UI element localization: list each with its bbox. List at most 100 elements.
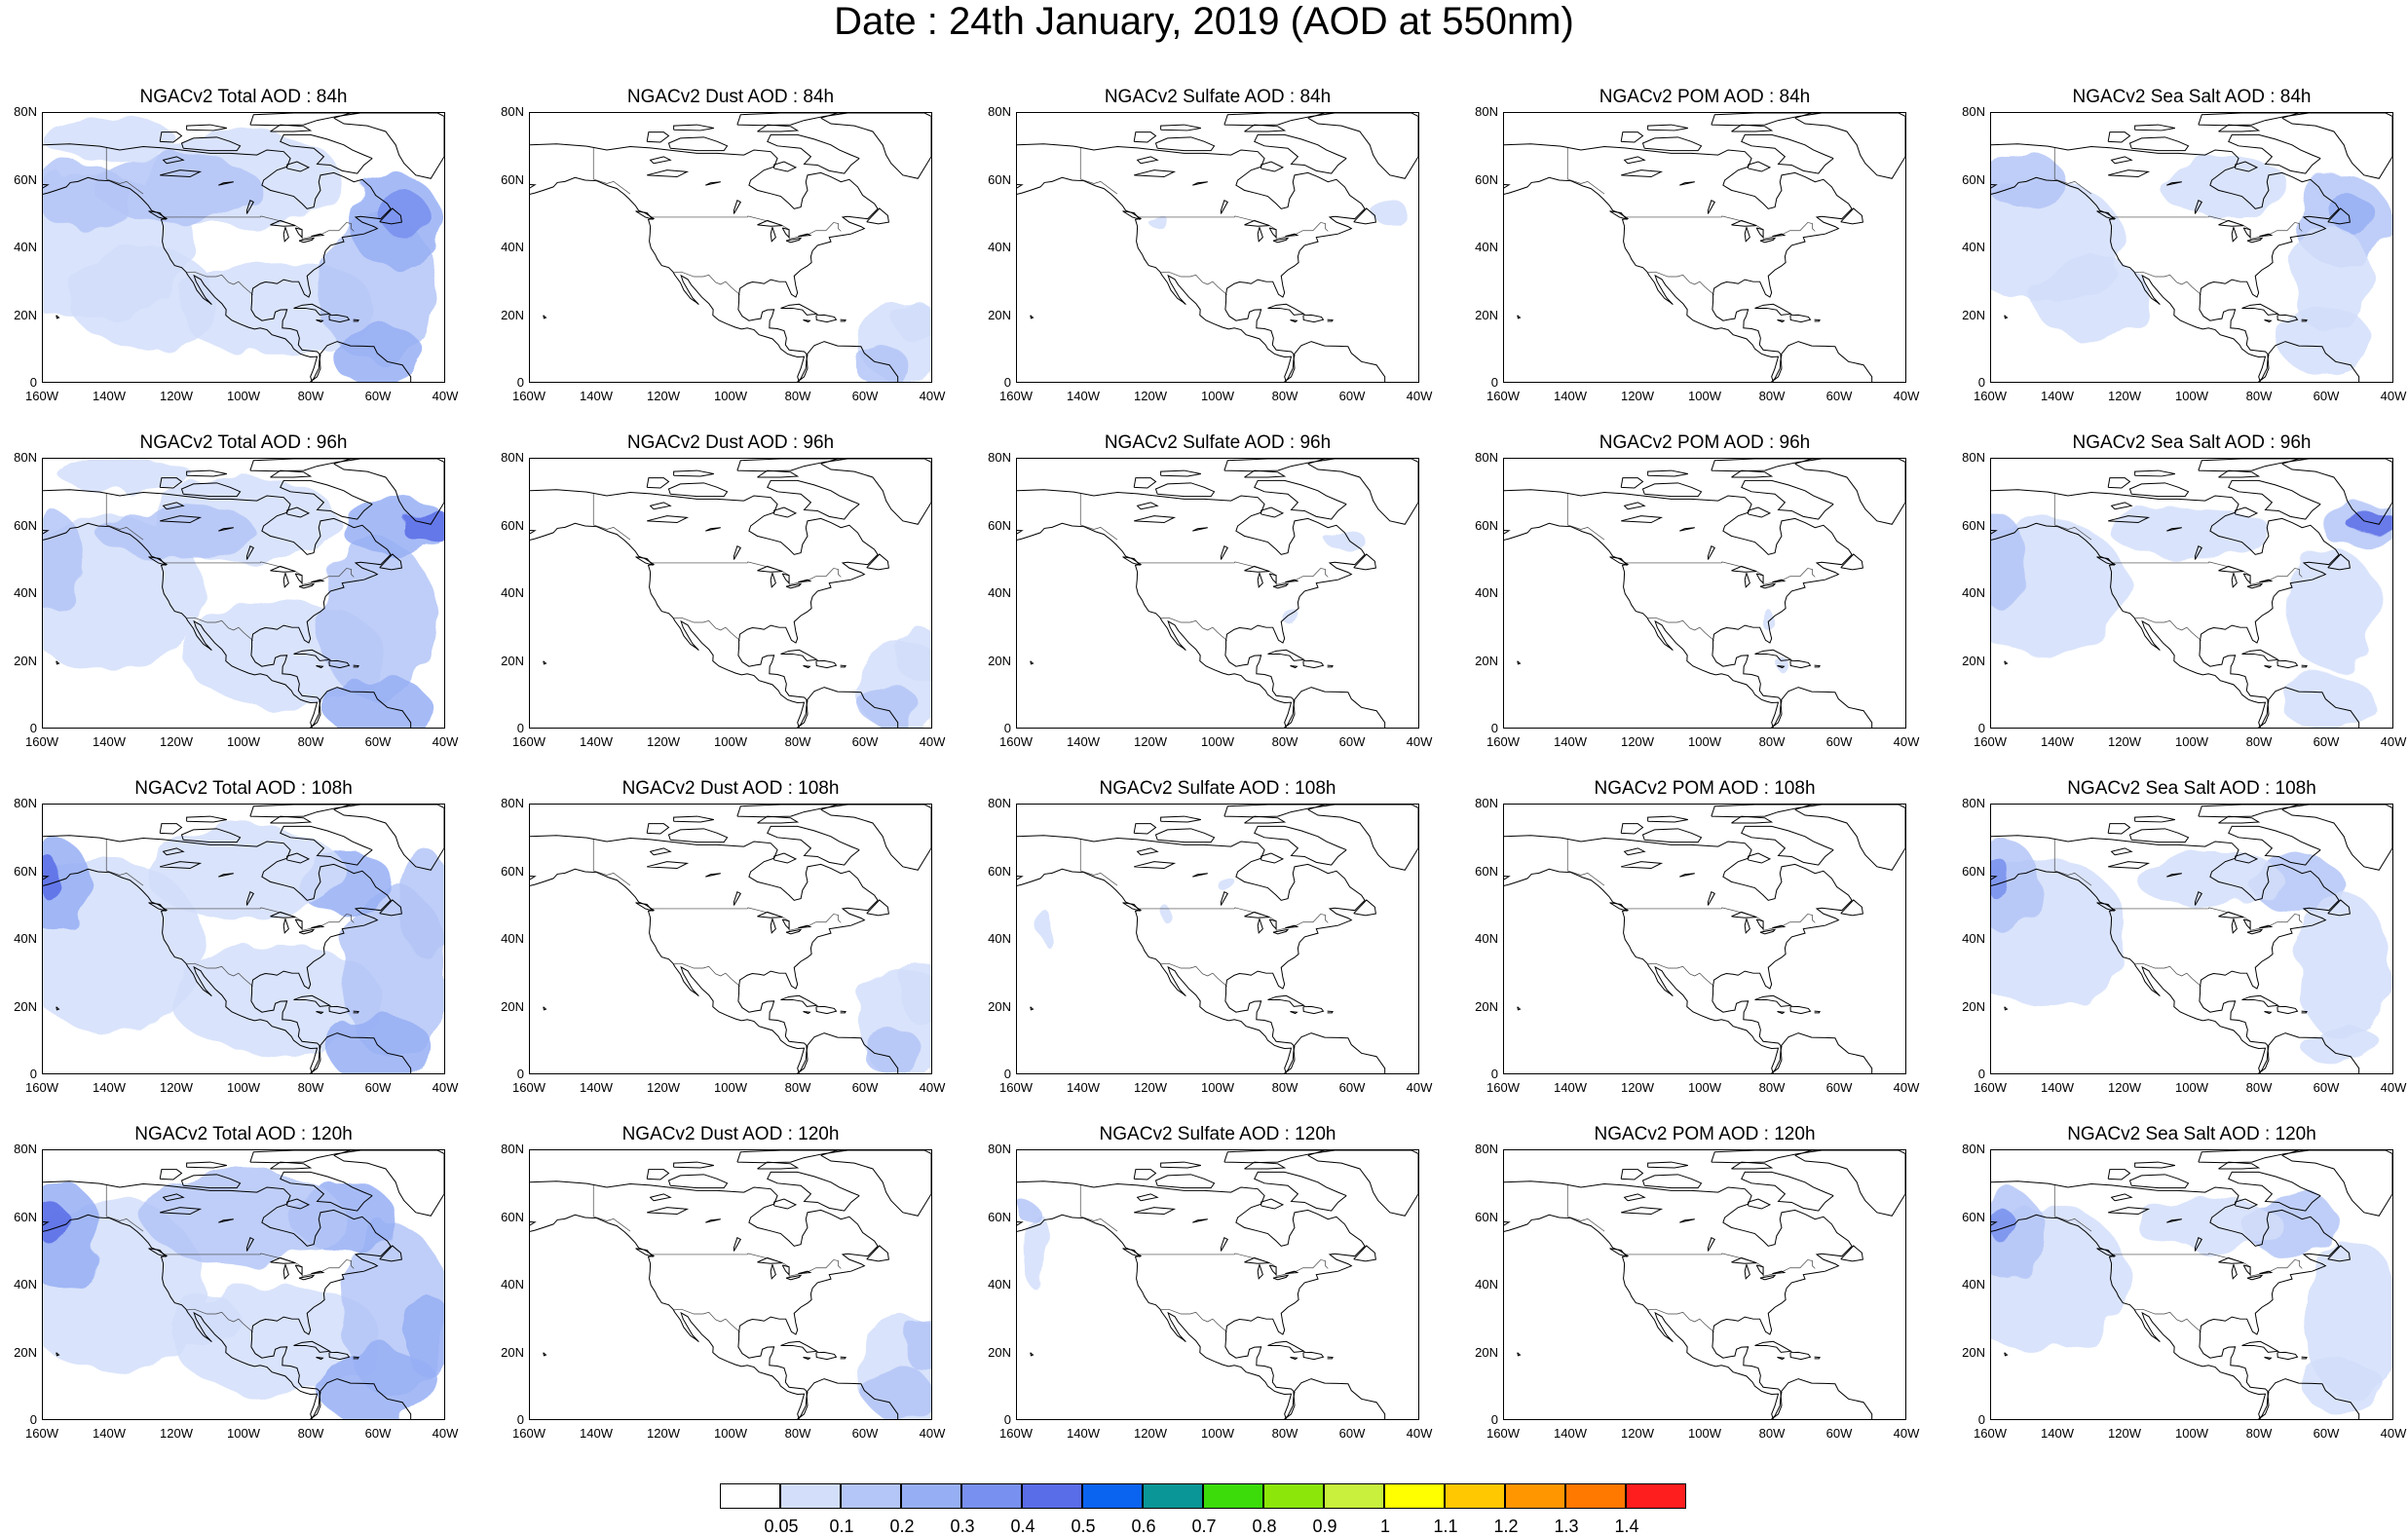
coastlines bbox=[1017, 459, 1418, 728]
colorbar-tick-label: 0.8 bbox=[1252, 1517, 1277, 1536]
aod-blob bbox=[1160, 908, 1175, 922]
lat-tick-label: 40N bbox=[1962, 240, 1985, 254]
lat-tick-label: 80N bbox=[1962, 796, 1985, 810]
aod-field bbox=[43, 459, 444, 728]
colorbar-swatch bbox=[961, 1483, 1022, 1509]
lon-tick-label: 100W bbox=[1201, 1426, 1234, 1441]
aod-blob bbox=[2292, 227, 2373, 335]
colorbar-tick-label: 1.2 bbox=[1493, 1517, 1519, 1536]
map-plot-area bbox=[42, 458, 445, 729]
aod-blob bbox=[2302, 1358, 2383, 1413]
panel-title: NGACv2 POM AOD : 96h bbox=[1599, 432, 1811, 453]
lon-tick-label: 160W bbox=[999, 1080, 1033, 1095]
aod-blob bbox=[860, 687, 922, 728]
lon-tick-label: 60W bbox=[2313, 1080, 2340, 1095]
aod-blob bbox=[1991, 858, 2012, 899]
lon-tick-label: 100W bbox=[227, 1426, 260, 1441]
lon-tick-label: 40W bbox=[1893, 734, 1920, 749]
lat-tick-label: 60N bbox=[988, 1209, 1011, 1224]
aod-blob bbox=[143, 1170, 344, 1265]
aod-blob bbox=[380, 190, 428, 238]
lon-tick-label: 160W bbox=[25, 1080, 58, 1095]
map-panel-seasalt-96h: NGACv2 Sea Salt AOD : 96h 80N 60N 40N 20N 0 16… bbox=[1948, 431, 2408, 753]
map-panel-seasalt-120h: NGACv2 Sea Salt AOD : 120h 80N 60N 40N 20N 0 1… bbox=[1948, 1123, 2408, 1444]
lat-tick-label: 20N bbox=[14, 653, 37, 668]
lon-tick-label: 120W bbox=[160, 1426, 193, 1441]
lon-tick-label: 120W bbox=[1134, 1080, 1167, 1095]
lat-tick-label: 20N bbox=[501, 653, 524, 668]
lon-tick-label: 120W bbox=[1134, 734, 1167, 749]
aod-blob bbox=[43, 508, 84, 611]
lon-tick-label: 80W bbox=[784, 1426, 811, 1441]
lon-tick-label: 60W bbox=[2313, 389, 2340, 403]
lat-tick-label: 40N bbox=[1962, 585, 1985, 600]
lat-tick-label: 40N bbox=[988, 931, 1011, 946]
coastlines bbox=[530, 805, 931, 1073]
coastlines bbox=[1504, 113, 1905, 382]
coastlines bbox=[1017, 1150, 1418, 1419]
lat-tick-label: 40N bbox=[14, 240, 37, 254]
panel-title: NGACv2 Dust AOD : 84h bbox=[626, 87, 835, 107]
lon-tick-label: 80W bbox=[1271, 1080, 1298, 1095]
colorbar-swatch bbox=[720, 1483, 780, 1509]
map-panel-total-120h: NGACv2 Total AOD : 120h 80N 60N 40N 20N 0 160W… bbox=[0, 1123, 477, 1444]
map-canvas bbox=[1504, 805, 1905, 1073]
lat-tick-label: 20N bbox=[1475, 1344, 1498, 1360]
colorbar-tick-label: 1 bbox=[1379, 1517, 1390, 1536]
lon-tick-label: 80W bbox=[784, 389, 811, 403]
aod-blob bbox=[2134, 851, 2282, 906]
colorbar-swatch bbox=[780, 1483, 841, 1509]
lon-tick-label: 120W bbox=[1621, 1426, 1654, 1441]
lon-tick-label: 140W bbox=[2041, 734, 2074, 749]
map-plot-area bbox=[1990, 804, 2393, 1074]
map-canvas bbox=[43, 805, 444, 1073]
lat-tick-label: 40N bbox=[1962, 931, 1985, 946]
lat-tick-label: 60N bbox=[1962, 517, 1985, 533]
colorbar-swatch bbox=[1022, 1483, 1082, 1509]
aod-blob bbox=[2302, 1026, 2383, 1068]
lat-tick-label: 20N bbox=[1475, 998, 1498, 1014]
lon-tick-label: 60W bbox=[1338, 734, 1366, 749]
map-canvas bbox=[1504, 459, 1905, 728]
lon-tick-label: 60W bbox=[2313, 734, 2340, 749]
lon-tick-label: 160W bbox=[1974, 1426, 2007, 1441]
lat-tick-label: 20N bbox=[1962, 1344, 1985, 1360]
lon-tick-label: 160W bbox=[1486, 389, 1520, 403]
lat-tick-label: 40N bbox=[14, 1277, 37, 1292]
aod-blob bbox=[43, 858, 63, 899]
colorbar-swatch bbox=[1445, 1483, 1505, 1509]
lat-tick-label: 60N bbox=[988, 517, 1011, 533]
aod-blob bbox=[860, 1026, 922, 1073]
map-canvas bbox=[43, 459, 444, 728]
lon-tick-label: 40W bbox=[1406, 1080, 1433, 1095]
aod-blob bbox=[59, 459, 194, 493]
map-plot-area bbox=[1016, 804, 1419, 1074]
lon-tick-label: 80W bbox=[1758, 1426, 1786, 1441]
lat-tick-label: 0 bbox=[1490, 721, 1498, 735]
lon-tick-label: 140W bbox=[2041, 1426, 2074, 1441]
lat-tick-label: 20N bbox=[1962, 998, 1985, 1014]
coastlines bbox=[43, 805, 444, 1073]
map-panel-dust-120h: NGACv2 Dust AOD : 120h 80N 60N 40N 20N 0 160W 1… bbox=[487, 1123, 964, 1444]
lon-tick-label: 140W bbox=[93, 1080, 126, 1095]
map-canvas bbox=[530, 1150, 931, 1419]
aod-field bbox=[1017, 1200, 1047, 1292]
coastlines bbox=[1504, 805, 1905, 1073]
coastlines bbox=[1991, 1150, 2392, 1419]
lon-tick-label: 120W bbox=[160, 389, 193, 403]
map-panel-pom-108h: NGACv2 POM AOD : 108h 80N 60N 40N 20N 0 160W 14… bbox=[1461, 777, 1938, 1099]
lat-tick-label: 80N bbox=[988, 796, 1011, 810]
aod-blob bbox=[2278, 673, 2373, 728]
panel-title: NGACv2 Dust AOD : 96h bbox=[626, 432, 835, 453]
lon-tick-label: 120W bbox=[1134, 1426, 1167, 1441]
map-plot-area bbox=[42, 804, 445, 1074]
lat-tick-label: 60N bbox=[501, 863, 524, 879]
lon-tick-label: 60W bbox=[2313, 1426, 2340, 1441]
map-panel-total-108h: NGACv2 Total AOD : 108h 80N 60N 40N 20N 0 160W… bbox=[0, 777, 477, 1099]
aod-field bbox=[1757, 606, 1792, 674]
lon-tick-label: 40W bbox=[2380, 734, 2407, 749]
lon-tick-label: 80W bbox=[784, 1080, 811, 1095]
lon-tick-label: 80W bbox=[2245, 389, 2273, 403]
map-panel-seasalt-108h: NGACv2 Sea Salt AOD : 108h 80N 60N 40N 20N 0 1… bbox=[1948, 777, 2408, 1099]
